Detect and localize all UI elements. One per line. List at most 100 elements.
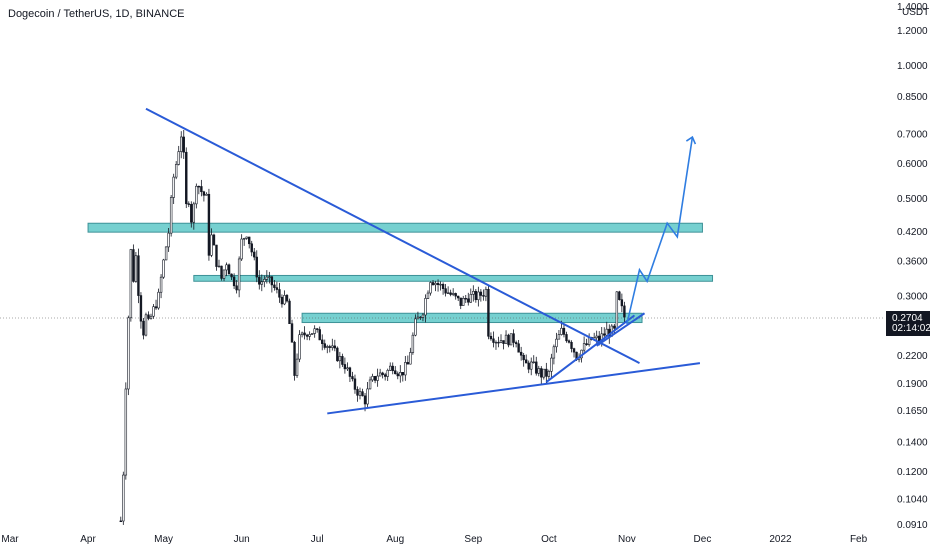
candle-body bbox=[585, 343, 588, 346]
y-tick-label: 0.1650 bbox=[897, 406, 928, 417]
candle-body bbox=[242, 238, 246, 240]
y-tick-label: 0.6000 bbox=[897, 159, 928, 170]
candle-body bbox=[474, 291, 478, 301]
time-axis: Mar Apr May Jun Jul Aug Sep Oct Nov Dec 2022 Feb bbox=[1, 534, 867, 545]
candle-body bbox=[197, 185, 201, 188]
candle-body bbox=[446, 292, 450, 294]
candle-body bbox=[187, 203, 190, 205]
candle-body bbox=[190, 204, 193, 223]
candle-body bbox=[139, 295, 143, 322]
candle-body bbox=[328, 346, 331, 348]
candle-body bbox=[572, 348, 576, 353]
candle-countdown: 02:14:02 bbox=[892, 323, 931, 334]
candle-body bbox=[426, 292, 430, 299]
candle-body bbox=[378, 372, 382, 377]
candle-body bbox=[263, 279, 266, 283]
candle-body bbox=[255, 256, 258, 278]
candle-body bbox=[615, 291, 619, 329]
candle-body bbox=[494, 341, 498, 344]
candle-body bbox=[250, 243, 253, 253]
candle-body bbox=[144, 314, 148, 336]
candle-body bbox=[258, 276, 261, 285]
candle-body bbox=[293, 341, 296, 376]
candle-body bbox=[469, 294, 472, 303]
candle-body bbox=[149, 315, 153, 319]
candle-body bbox=[323, 343, 326, 348]
candle-body bbox=[389, 365, 392, 371]
candle-body bbox=[164, 246, 168, 261]
x-tick-label: Sep bbox=[464, 534, 482, 545]
projection-path bbox=[626, 136, 694, 325]
candle-body bbox=[482, 295, 485, 297]
candle-body bbox=[449, 292, 452, 295]
candle-body bbox=[248, 236, 251, 245]
candle-body bbox=[512, 333, 515, 343]
candle-body bbox=[338, 356, 342, 362]
candle-body bbox=[358, 391, 362, 396]
y-tick-label: 0.7000 bbox=[897, 129, 928, 140]
candle-body bbox=[545, 368, 548, 377]
candle-body bbox=[137, 255, 140, 296]
candle-body bbox=[441, 283, 445, 289]
candle-body bbox=[230, 273, 233, 278]
y-tick-label: 0.3000 bbox=[897, 292, 928, 303]
y-tick-label: 1.4000 bbox=[897, 2, 928, 13]
candle-body bbox=[152, 306, 155, 317]
candle-body bbox=[527, 362, 530, 370]
y-tick-label: 0.1900 bbox=[897, 379, 928, 390]
candle-body bbox=[436, 282, 440, 285]
candle-body bbox=[119, 520, 122, 523]
candle-body bbox=[268, 276, 271, 278]
candle-body bbox=[132, 249, 135, 282]
candle-body bbox=[308, 334, 311, 337]
candlesticks bbox=[119, 129, 626, 525]
y-tick-label: 1.2000 bbox=[897, 26, 928, 37]
candle-body bbox=[124, 388, 128, 476]
trendline bbox=[596, 312, 646, 347]
y-tick-label: 1.0000 bbox=[897, 61, 928, 72]
candle-body bbox=[202, 191, 206, 196]
candle-body bbox=[205, 193, 208, 196]
candle-body bbox=[396, 373, 399, 377]
candle-body bbox=[210, 234, 213, 256]
candle-body bbox=[129, 249, 133, 319]
trendline bbox=[327, 362, 701, 415]
candle-body bbox=[562, 327, 566, 335]
candle-body bbox=[557, 334, 561, 340]
x-tick-label: Apr bbox=[80, 534, 96, 545]
candle-body bbox=[462, 298, 465, 306]
candle-body bbox=[570, 342, 573, 349]
y-tick-label: 0.4200 bbox=[897, 227, 928, 238]
candle-body bbox=[532, 361, 535, 363]
candle-body bbox=[363, 395, 367, 405]
candle-body bbox=[489, 335, 493, 340]
y-tick-label: 0.5000 bbox=[897, 194, 928, 205]
candle-body bbox=[394, 370, 397, 375]
y-tick-label: 0.1200 bbox=[897, 467, 928, 478]
x-tick-label: Feb bbox=[850, 534, 868, 545]
candle-body bbox=[127, 317, 130, 390]
candle-body bbox=[555, 338, 558, 348]
candle-body bbox=[484, 288, 488, 297]
candle-body bbox=[613, 325, 616, 329]
candle-body bbox=[353, 378, 357, 390]
candle-body bbox=[275, 287, 279, 290]
axis-currency-label: USDT bbox=[902, 7, 929, 18]
candle-body bbox=[215, 244, 218, 267]
y-tick-label: 0.0910 bbox=[897, 520, 928, 531]
candle-body bbox=[409, 352, 412, 365]
y-tick-label: 0.3600 bbox=[897, 257, 928, 268]
candle-body bbox=[174, 164, 178, 178]
candle-body bbox=[376, 375, 379, 381]
candle-body bbox=[386, 369, 389, 377]
candle-body bbox=[492, 338, 495, 343]
y-tick-label: 0.8500 bbox=[897, 92, 928, 103]
candle-body bbox=[373, 376, 377, 381]
x-tick-label: Oct bbox=[541, 534, 557, 545]
candle-body bbox=[310, 333, 314, 335]
candle-body bbox=[457, 295, 460, 299]
x-tick-label: Jul bbox=[311, 534, 324, 545]
candle-body bbox=[237, 258, 241, 291]
candle-body bbox=[517, 343, 520, 353]
